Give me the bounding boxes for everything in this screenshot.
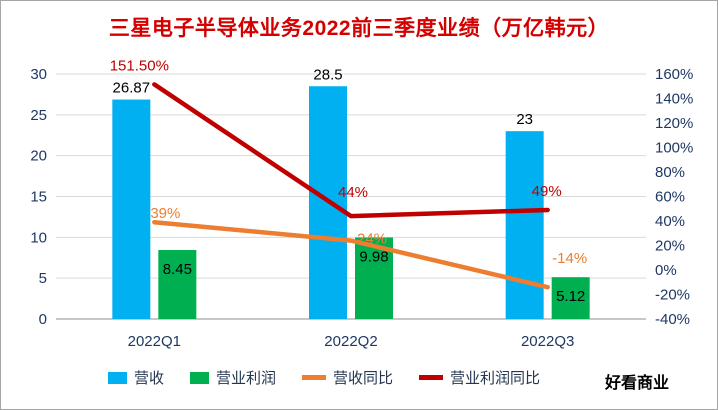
revenue-yoy-line (152, 219, 550, 290)
right-axis-tick: 100% (655, 140, 693, 157)
revenue-bar-label: 28.5 (313, 66, 342, 83)
revenue-yoy-label: 39% (150, 205, 180, 222)
chart-title: 三星电子半导体业务2022前三季度业绩（万亿韩元） (108, 17, 610, 40)
revenue-bar (112, 99, 151, 319)
operating-profit-bar-label: 5.12 (556, 288, 585, 305)
operating-profit-yoy-legend-swatch (419, 375, 444, 380)
right-axis-tick: 20% (655, 238, 685, 255)
right-axis-tick: 40% (655, 213, 685, 230)
left-axis-tick: 10 (30, 229, 47, 246)
right-axis-tick: 140% (655, 91, 693, 108)
right-axis-tick: 60% (655, 189, 685, 206)
left-axis-tick: 20 (30, 148, 47, 165)
legend-label: 营收 (133, 370, 164, 387)
legend-label: 营业利润同比 (450, 370, 541, 387)
revenue-legend-swatch (107, 371, 127, 384)
left-axis-tick: 25 (30, 107, 47, 124)
legend-label: 营收同比 (333, 370, 394, 387)
revenue-yoy-legend-swatch (302, 375, 326, 380)
left-axis-tick: 0 (39, 311, 47, 328)
operating-profit-yoy-label: 151.50% (110, 57, 169, 74)
category-label: 2022Q3 (521, 333, 574, 350)
operating-profit-bar (158, 249, 197, 319)
legend-item-operating-profit-yoy: 营业利润同比 (419, 367, 540, 388)
revenue-yoy-label: 24% (357, 231, 387, 248)
operating-profit-bar-label: 8.45 (163, 261, 192, 278)
legend-item-operating-profit: 营业利润 (189, 367, 276, 388)
operating-profit-yoy-line (152, 82, 550, 219)
right-axis-tick: -20% (655, 287, 690, 304)
category-label: 2022Q2 (324, 333, 377, 350)
left-axis-tick: 5 (39, 270, 47, 287)
operating-profit-bar (551, 277, 590, 319)
operating-profit-yoy-label: 44% (338, 184, 368, 201)
watermark: 好看商业 (604, 375, 669, 392)
right-axis-tick: -40% (655, 311, 690, 328)
left-axis-tick: 30 (30, 66, 47, 83)
legend-item-revenue-yoy: 营收同比 (302, 367, 393, 388)
operating-profit-bar-label: 9.98 (359, 248, 388, 265)
revenue-bar (505, 131, 544, 319)
revenue-bar-label: 26.87 (113, 80, 151, 97)
right-axis-tick: 0% (655, 262, 677, 279)
category-label: 2022Q1 (128, 333, 181, 350)
revenue-bar-label: 23 (516, 111, 533, 128)
right-axis-tick: 120% (655, 115, 693, 132)
legend-label: 营业利润 (215, 370, 276, 387)
operating-profit-yoy-label: 49% (532, 183, 562, 200)
legend: 营收 营业利润 营收同比 营业利润同比 (1, 367, 717, 388)
operating-profit-legend-swatch (189, 371, 209, 384)
legend-item-revenue: 营收 (107, 367, 164, 388)
right-axis-tick: 80% (655, 164, 685, 181)
revenue-yoy-label: -14% (552, 250, 587, 267)
right-axis-tick: 160% (655, 66, 693, 83)
left-axis-tick: 15 (30, 189, 47, 206)
